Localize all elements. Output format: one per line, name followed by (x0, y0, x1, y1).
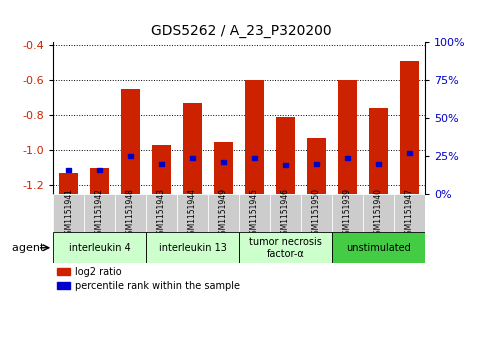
Text: GSM1151949: GSM1151949 (219, 188, 228, 239)
Bar (177, 194, 208, 232)
Bar (252, 156, 257, 159)
Text: GSM1151942: GSM1151942 (95, 188, 104, 239)
Text: GSM1151948: GSM1151948 (126, 188, 135, 239)
Text: agent: agent (13, 243, 48, 253)
Bar (214, 142, 233, 194)
Bar (376, 162, 382, 166)
Bar (190, 156, 196, 159)
Text: GSM1151940: GSM1151940 (374, 188, 383, 239)
Bar (97, 168, 102, 172)
Bar (307, 138, 326, 194)
Text: GSM1151950: GSM1151950 (312, 188, 321, 239)
Bar (407, 151, 412, 155)
Bar (394, 194, 425, 232)
Bar (208, 194, 239, 232)
Text: interleukin 4: interleukin 4 (69, 243, 130, 253)
Bar (332, 194, 363, 232)
Bar (314, 162, 319, 166)
Bar (345, 156, 350, 159)
Text: interleukin 13: interleukin 13 (158, 243, 227, 253)
Bar (115, 194, 146, 232)
Bar (59, 173, 78, 194)
Text: GDS5262 / A_23_P320200: GDS5262 / A_23_P320200 (151, 24, 332, 38)
Bar (57, 268, 70, 275)
Text: GSM1151945: GSM1151945 (250, 188, 259, 239)
Bar (363, 194, 394, 232)
Text: unstimulated: unstimulated (346, 243, 411, 253)
Bar (276, 117, 295, 194)
Bar (146, 232, 239, 263)
Text: log2 ratio: log2 ratio (75, 267, 122, 277)
Bar (53, 194, 84, 232)
Bar (146, 194, 177, 232)
Bar (90, 168, 109, 194)
Bar (283, 163, 288, 167)
Text: GSM1151947: GSM1151947 (405, 188, 414, 239)
Text: GSM1151943: GSM1151943 (157, 188, 166, 239)
Bar (270, 194, 301, 232)
Bar (128, 154, 133, 158)
Bar (338, 80, 357, 194)
Text: GSM1151946: GSM1151946 (281, 188, 290, 239)
Bar (239, 232, 332, 263)
Bar (301, 194, 332, 232)
Text: GSM1151944: GSM1151944 (188, 188, 197, 239)
Bar (245, 80, 264, 194)
Bar (121, 89, 140, 194)
Bar (221, 160, 227, 164)
Bar (152, 145, 171, 194)
Bar (369, 108, 388, 194)
Bar (84, 194, 115, 232)
Bar (66, 168, 71, 172)
Bar (53, 232, 146, 263)
Bar (159, 162, 164, 166)
Text: GSM1151941: GSM1151941 (64, 188, 73, 239)
Text: percentile rank within the sample: percentile rank within the sample (75, 281, 241, 291)
Bar (332, 232, 425, 263)
Bar (184, 103, 202, 194)
Bar (57, 282, 70, 289)
Text: GSM1151939: GSM1151939 (343, 188, 352, 239)
Bar (400, 61, 419, 194)
Bar (239, 194, 270, 232)
Text: tumor necrosis
factor-α: tumor necrosis factor-α (249, 237, 322, 258)
